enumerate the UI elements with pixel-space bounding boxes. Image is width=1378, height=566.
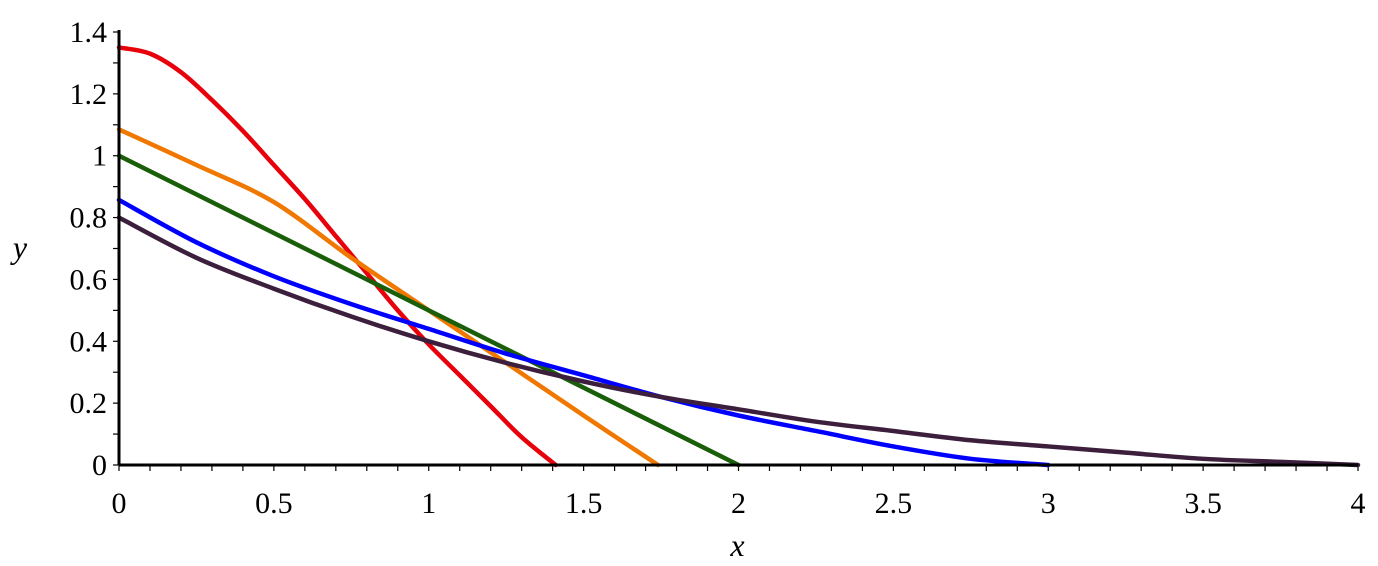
y-tick-label: 0.2	[70, 387, 108, 420]
series-line-3	[116, 153, 741, 468]
x-tick-label: 1.5	[565, 487, 603, 520]
x-tick-label: 0.5	[255, 487, 293, 520]
series-group	[116, 45, 1361, 468]
y-tick-label: 1.4	[70, 16, 108, 49]
y-tick-label: 0.8	[70, 202, 108, 235]
axes	[117, 30, 1358, 467]
x-axis-title: x	[729, 527, 744, 563]
y-tick-label: 0.4	[70, 325, 108, 358]
y-tick-labels: 0 0.2 0.4 0.6 0.8 1 1.2 1.4	[70, 16, 108, 482]
minor-ticks	[113, 31, 1359, 471]
y-tick-label: 1.2	[70, 78, 108, 111]
series-line-5	[116, 215, 1361, 468]
x-tick-label: 0	[112, 487, 127, 520]
x-tick-label: 4	[1351, 487, 1366, 520]
y-axis-title: y	[10, 229, 28, 265]
series-line-1	[116, 45, 558, 468]
x-tick-label: 3	[1041, 487, 1056, 520]
y-tick-label: 0.6	[70, 263, 108, 296]
x-tick-label: 1	[421, 487, 436, 520]
y-tick-label: 1	[92, 140, 107, 173]
x-tick-label: 2.5	[875, 487, 913, 520]
x-tick-label: 2	[731, 487, 746, 520]
x-tick-label: 3.5	[1184, 487, 1222, 520]
series-line-4	[116, 197, 1051, 468]
series-line-2	[116, 127, 661, 468]
x-tick-labels: 0 0.5 1 1.5 2 2.5 3 3.5 4	[112, 487, 1366, 520]
y-tick-label: 0	[92, 449, 107, 482]
